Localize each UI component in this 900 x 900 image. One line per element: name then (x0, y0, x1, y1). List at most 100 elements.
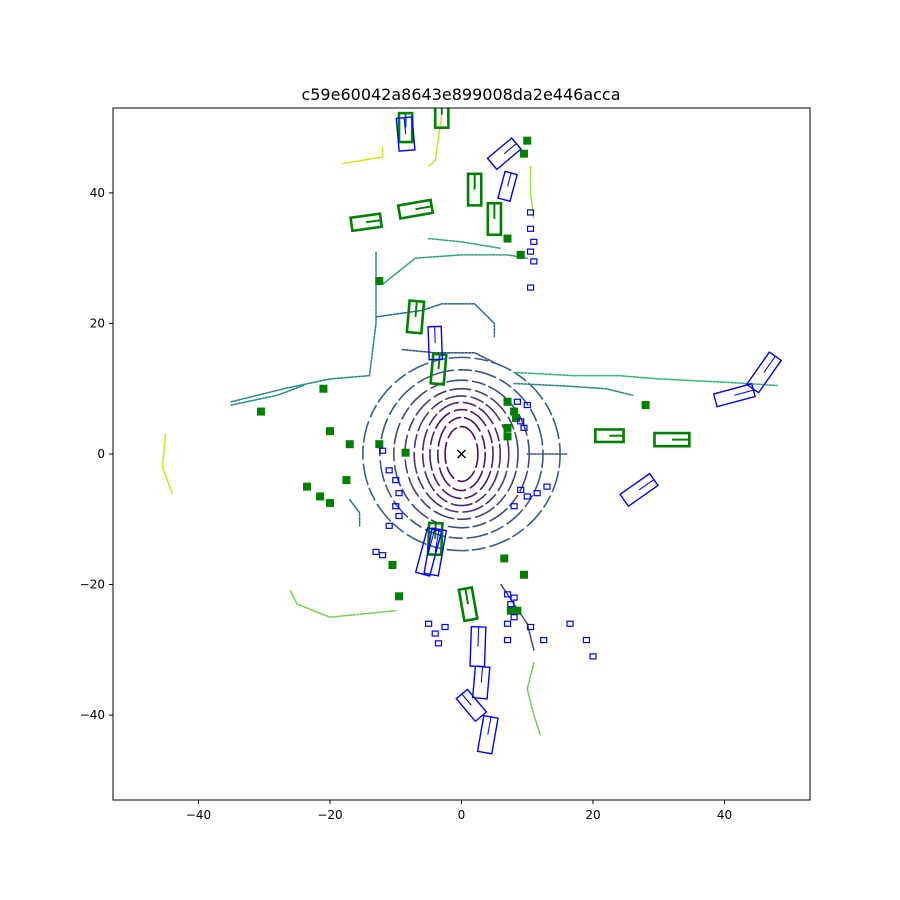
gt-pedestrian (256, 407, 265, 416)
ego-vehicle (457, 449, 466, 459)
lidar-ring (429, 408, 494, 500)
pred-pedestrian (441, 623, 449, 631)
gt-pedestrian (375, 277, 384, 285)
gt-box-outline (429, 352, 448, 386)
lidar-segment (513, 371, 778, 387)
x-tick-label: 0 (458, 808, 466, 822)
plot-area (161, 108, 783, 755)
pred-pedestrian (540, 636, 548, 644)
gt-pedestrian (510, 407, 519, 416)
pred-box-outline (619, 472, 659, 508)
pred-pedestrian (520, 424, 528, 431)
y-tick-label: −40 (80, 708, 105, 722)
pred-box (712, 382, 756, 408)
pred-pedestrian (510, 503, 518, 510)
lidar-segment (375, 303, 496, 338)
ground-truth-boxes (256, 108, 691, 623)
lidar-ring (437, 416, 486, 492)
pred-box-heading (638, 479, 655, 491)
pred-box (427, 325, 444, 361)
gt-box (397, 111, 414, 144)
gt-box-outline (397, 111, 414, 144)
pred-pedestrian (517, 486, 525, 494)
pred-pedestrian (526, 209, 535, 216)
pred-pedestrian (395, 490, 403, 497)
pred-box (471, 665, 491, 700)
pred-pedestrian (530, 238, 538, 245)
pred-pedestrian (503, 620, 512, 627)
pred-pedestrian (378, 552, 387, 559)
pred-box-outline (455, 688, 488, 723)
pred-pedestrian (510, 614, 518, 621)
gt-pedestrian (325, 427, 334, 436)
pred-box-outline (497, 170, 518, 203)
pred-pedestrian (582, 636, 591, 644)
pred-box-heading (734, 389, 754, 396)
pred-pedestrian (523, 493, 531, 500)
pred-box-outline (414, 526, 443, 577)
x-tick-label: 40 (717, 808, 732, 822)
gt-box (457, 585, 479, 623)
pred-pedestrian (589, 653, 597, 660)
pred-box-heading (403, 117, 407, 135)
pred-pedestrian (385, 522, 393, 529)
pred-pedestrian (503, 636, 512, 644)
pred-pedestrian (434, 640, 443, 647)
pred-box (476, 714, 499, 755)
gt-pedestrian (513, 606, 522, 615)
gt-box-outline (433, 108, 450, 129)
x-tick-label: 20 (585, 808, 600, 822)
gt-pedestrian (503, 397, 512, 406)
pred-box (423, 527, 448, 577)
pred-box-heading (434, 326, 436, 344)
gt-pedestrian (516, 250, 525, 259)
pred-pedestrian (395, 512, 403, 520)
x-axis: −40 −20 0 20 40 (186, 800, 732, 822)
gt-box-heading (366, 219, 381, 224)
gt-box (594, 428, 625, 444)
lidar-segment (427, 113, 443, 168)
gt-pedestrian (500, 554, 509, 563)
pred-box (395, 116, 416, 152)
pred-pedestrian (507, 601, 515, 608)
gt-pedestrian (316, 492, 325, 501)
pred-pedestrian (530, 258, 538, 265)
x-tick-label: −20 (317, 808, 342, 822)
pred-pedestrian (526, 248, 535, 255)
pred-box (455, 688, 488, 723)
gt-pedestrian (395, 592, 404, 601)
y-axis: −40 −20 0 20 40 (80, 186, 113, 722)
y-tick-label: 20 (90, 316, 105, 330)
pred-pedestrian (372, 548, 380, 556)
pred-pedestrian (526, 225, 535, 232)
pred-pedestrian (385, 467, 393, 474)
gt-box-heading (414, 301, 418, 317)
gt-box (653, 431, 691, 448)
pred-box-heading (763, 355, 776, 373)
pred-box (619, 472, 659, 508)
gt-pedestrian (302, 482, 311, 491)
x-tick-label: −40 (186, 808, 211, 822)
chart-title: c59e60042a8643e899008da2e446acca (301, 85, 620, 104)
pred-box-heading (461, 693, 472, 706)
gt-box-outline (594, 428, 625, 444)
gt-box-heading (464, 588, 470, 605)
gt-box (429, 352, 448, 386)
gt-pedestrian (519, 570, 528, 579)
pred-box-heading (428, 529, 436, 553)
pred-pedestrian (392, 477, 400, 484)
gt-pedestrian (519, 149, 528, 158)
lidar-segment (342, 146, 384, 165)
gt-box (433, 108, 450, 129)
pred-box-heading (480, 666, 484, 683)
lidar-ring (421, 401, 502, 507)
gt-box (486, 201, 503, 237)
gt-box-outline (426, 521, 444, 557)
gt-pedestrian (503, 234, 512, 243)
pred-box-heading (477, 626, 480, 647)
y-tick-label: 0 (97, 447, 105, 461)
lidar-segment (289, 590, 397, 619)
gt-pedestrian (388, 560, 397, 569)
gt-box (396, 198, 435, 221)
gt-pedestrian (325, 498, 334, 507)
